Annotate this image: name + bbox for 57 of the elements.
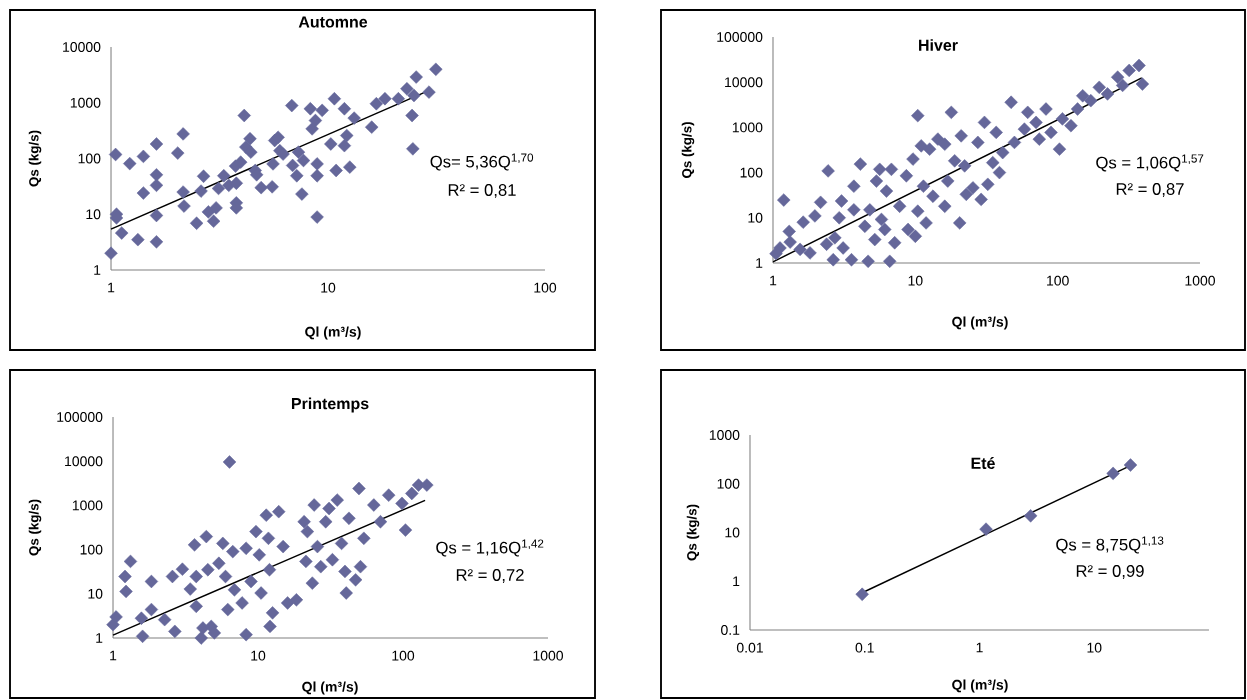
x-tick-label: 1000 xyxy=(1185,275,1216,286)
annotation: R² = 0,72 xyxy=(456,569,524,583)
y-tick-label: 10 xyxy=(88,588,103,599)
y-tick-label: 10000 xyxy=(725,77,763,88)
y-tick-label: 1 xyxy=(733,576,740,587)
annotation: Qs= 5,36Q$^{1,70}$ xyxy=(430,153,534,171)
x-tick-label: 1000 xyxy=(533,650,564,661)
y-tick-label: 100000 xyxy=(57,412,103,422)
x-tick-label: 0.01 xyxy=(736,642,763,653)
x-tick-label: 1 xyxy=(108,282,115,293)
y-tick-label: 10 xyxy=(725,527,740,538)
y-axis-title: Qs (kg/s) xyxy=(28,130,42,187)
y-tick-label: 1 xyxy=(96,633,103,643)
x-axis-title: Ql (m³/s) xyxy=(952,679,1008,693)
x-axis-title: Ql (m³/s) xyxy=(302,681,358,695)
annotation: Qs = 8,75Q$^{1,13}$ xyxy=(1056,536,1164,554)
x-tick-label: 1 xyxy=(110,650,117,661)
y-tick-label: 0.1 xyxy=(721,625,740,635)
x-axis-title: Ql (m³/s) xyxy=(305,326,361,340)
annotation: R² = 0,99 xyxy=(1076,565,1144,579)
x-tick-label: 0.1 xyxy=(855,642,874,653)
x-tick-label: 100 xyxy=(1047,275,1069,286)
x-tick-label: 1 xyxy=(770,275,777,286)
x-tick-label: 10 xyxy=(908,275,923,286)
y-tick-label: 100 xyxy=(740,167,763,178)
annotation: Qs = 1,06Q$^{1,57}$ xyxy=(1096,154,1204,172)
annotation: R² = 0,81 xyxy=(448,184,516,198)
y-tick-label: 10 xyxy=(748,212,763,223)
x-tick-label: 10 xyxy=(251,650,266,661)
y-axis-title: Qs (kg/s) xyxy=(28,499,42,556)
y-tick-label: 100 xyxy=(80,544,103,555)
y-tick-label: 10000 xyxy=(63,42,101,52)
y-tick-label: 1000 xyxy=(70,97,101,108)
chart-title: Printemps xyxy=(291,397,369,413)
annotation: R² = 0,87 xyxy=(1116,183,1184,197)
y-axis-title: Qs (kg/s) xyxy=(686,504,700,561)
chart-title: Automne xyxy=(298,16,368,28)
x-tick-label: 10 xyxy=(1087,642,1102,653)
y-tick-label: 10 xyxy=(86,209,101,220)
y-tick-label: 1 xyxy=(756,258,763,268)
x-tick-label: 100 xyxy=(392,650,415,661)
y-tick-label: 1 xyxy=(94,265,101,275)
text: Eté xyxy=(971,457,995,469)
y-tick-label: 1000 xyxy=(72,500,103,511)
y-tick-label: 1000 xyxy=(709,430,740,440)
x-axis-title: Ql (m³/s) xyxy=(952,316,1008,330)
y-tick-label: 10000 xyxy=(65,456,103,467)
x-tick-label: 10 xyxy=(321,282,336,293)
y-tick-label: 100 xyxy=(717,478,740,489)
annotation: Qs = 1,16Q$^{1,42}$ xyxy=(436,539,544,557)
y-tick-label: 100 xyxy=(78,153,101,164)
x-tick-label: 1 xyxy=(976,642,983,653)
y-tick-label: 1000 xyxy=(732,122,763,133)
y-axis-title: Qs (kg/s) xyxy=(681,122,695,178)
chart-title: Hiver xyxy=(919,39,958,51)
x-tick-label: 100 xyxy=(534,282,557,293)
y-tick-label: 100000 xyxy=(717,32,763,42)
